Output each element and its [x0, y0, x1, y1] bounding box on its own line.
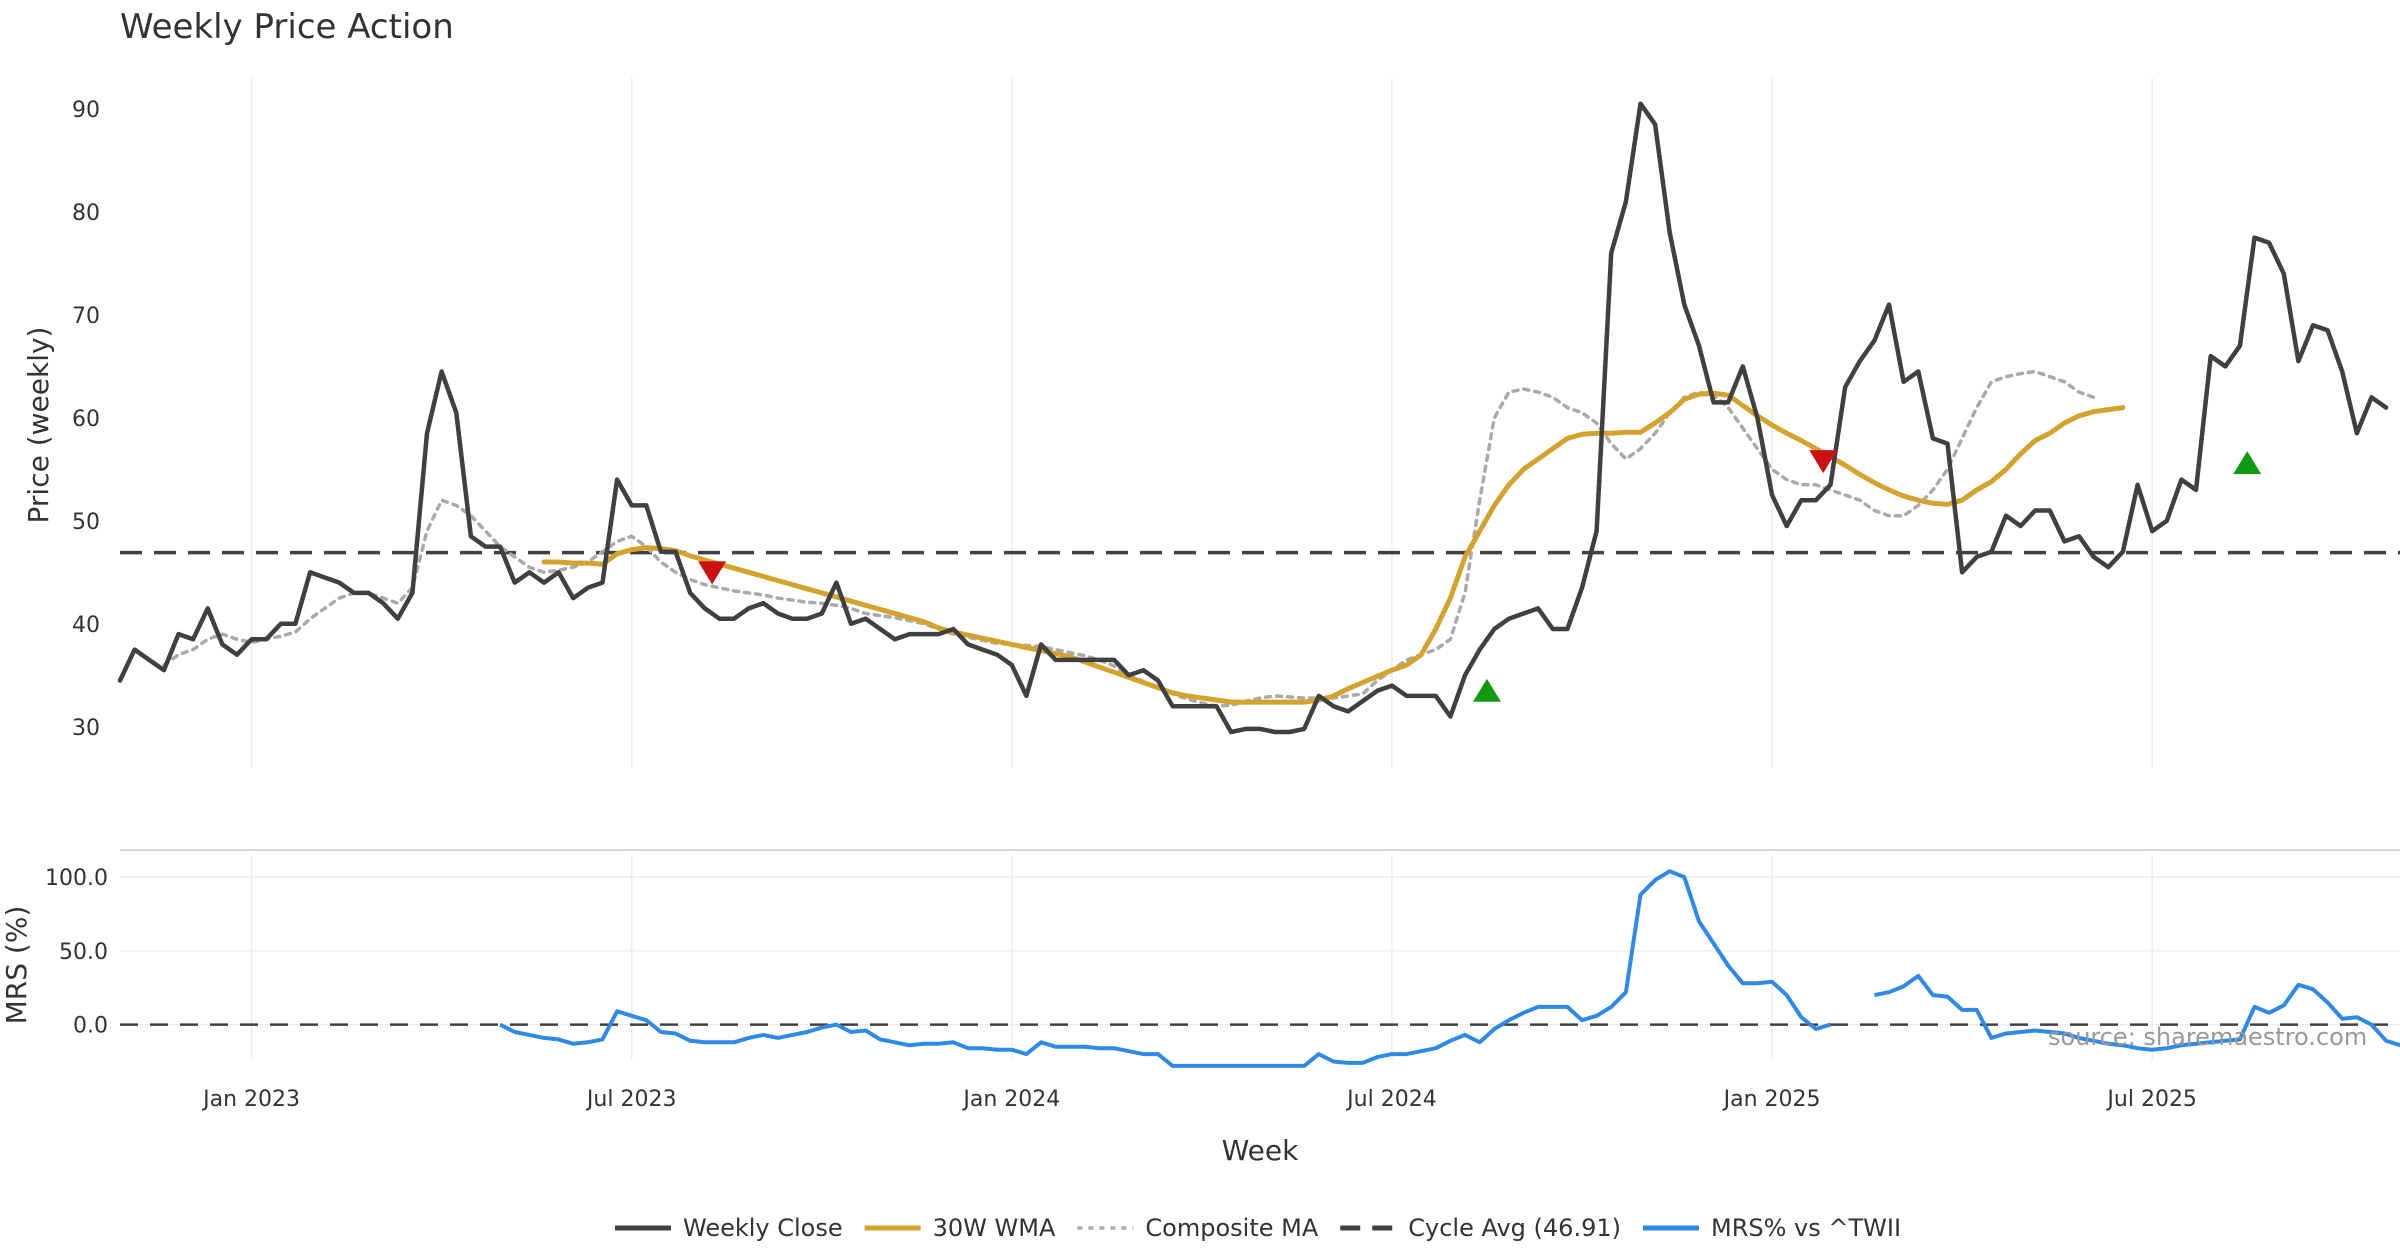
legend-label: Composite MA	[1145, 1214, 1318, 1242]
sell-signal-marker	[698, 561, 727, 585]
series-composite-ma	[162, 369, 2096, 708]
series-layer	[117, 101, 2400, 1068]
x-tick-label: Jul 2023	[585, 1087, 677, 1112]
reference-lines	[120, 550, 2400, 1026]
series-mrs-vs-twii	[499, 869, 2400, 1068]
x-tick-label: Jul 2025	[2105, 1087, 2197, 1112]
signal-markers	[698, 450, 2262, 702]
legend-label: MRS% vs ^TWII	[1711, 1214, 1901, 1242]
price-y-tick-label: 80	[72, 201, 100, 226]
chart-title: Weekly Price Action	[120, 7, 454, 47]
legend-label: Weekly Close	[683, 1214, 843, 1242]
x-tick-label: Jan 2025	[1722, 1087, 1821, 1112]
x-tick-label: Jul 2024	[1345, 1087, 1437, 1112]
series-weekly-close	[117, 101, 2389, 735]
source-watermark: source: sharemaestro.com	[2048, 1023, 2367, 1051]
x-tick-label: Jan 2023	[201, 1087, 300, 1112]
axis-ticks: Jan 2023 Jul 2023 Jan 2024 Jul 2024 Jan 2025…	[45, 98, 2197, 1112]
price-y-tick-label: 40	[72, 613, 100, 638]
price-y-tick-label: 50	[72, 510, 100, 535]
price-y-tick-label: 30	[72, 716, 100, 741]
buy-signal-marker	[2233, 451, 2262, 475]
price-axis-title: Price (weekly)	[22, 327, 55, 524]
mrs-y-tick-label: 50.0	[59, 940, 108, 965]
series-30w-wma	[541, 390, 2126, 705]
price-y-tick-label: 90	[72, 98, 100, 123]
mrs-y-tick-label: 100.0	[45, 866, 108, 891]
price-y-tick-label: 70	[72, 304, 100, 329]
x-axis-title: Week	[1222, 1134, 1299, 1167]
sell-signal-marker	[1809, 450, 1838, 474]
x-tick-label: Jan 2024	[961, 1087, 1060, 1112]
mrs-axis-title: MRS (%)	[0, 906, 33, 1025]
legend: Weekly Close 30W WMA Composite MA Cycle Avg…	[615, 1214, 1901, 1242]
legend-label: 30W WMA	[933, 1214, 1056, 1242]
mrs-y-tick-label: 0.0	[73, 1014, 108, 1039]
price-y-tick-label: 60	[72, 407, 100, 432]
buy-signal-marker	[1472, 678, 1501, 702]
grid-layer	[120, 78, 2400, 1060]
legend-label: Cycle Avg (46.91)	[1408, 1214, 1621, 1242]
